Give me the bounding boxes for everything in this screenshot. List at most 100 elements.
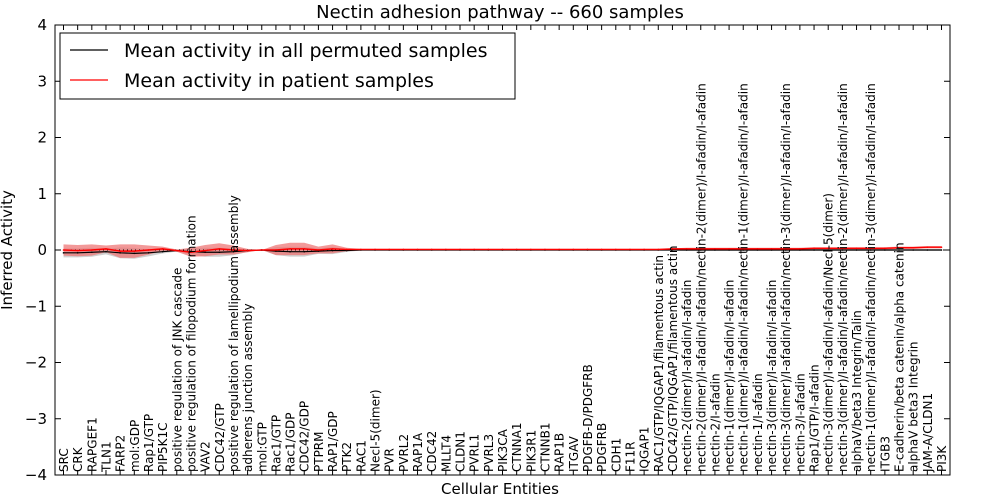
y-tick-label-0: −4 [25, 466, 47, 484]
point-permuted-45 [699, 249, 702, 251]
x-tick-label-25: RAP1A [411, 432, 425, 472]
point-permuted-4 [119, 252, 121, 254]
x-tick-label-6: Rap1/GTP [142, 414, 156, 472]
point-patient-27 [445, 248, 447, 251]
point-permuted-12 [232, 250, 235, 253]
point-permuted-56 [855, 249, 858, 251]
point-permuted-18 [317, 250, 320, 252]
point-patient-41 [643, 248, 645, 251]
x-tick-label-13: adherens junction assembly [241, 303, 255, 472]
point-patient-9 [190, 251, 192, 254]
point-patient-22 [374, 248, 376, 251]
point-patient-43 [671, 248, 674, 250]
x-tick-label-58: ITGB3 [878, 436, 892, 472]
point-patient-4 [119, 250, 121, 252]
x-tick-label-20: PTK2 [340, 442, 354, 472]
point-patient-40 [629, 248, 631, 251]
x-tick-label-5: mol:GDP [128, 420, 142, 472]
point-patient-6 [147, 249, 150, 251]
x-axis-title: Cellular Entities [441, 480, 559, 498]
x-tick-label-7: PIP5K1C [156, 422, 170, 472]
point-permuted-11 [218, 251, 221, 254]
y-tick-label-2: −2 [25, 354, 47, 372]
x-tick-label-9: positive regulation of filopodium format… [184, 215, 198, 472]
x-tick-label-8: positive regulation of JNK cascade [170, 268, 184, 472]
point-patient-46 [714, 248, 716, 250]
x-tick-label-40: F11R [623, 441, 637, 472]
x-tick-label-16: Rac1/GDP [284, 413, 298, 472]
point-patient-49 [756, 248, 759, 250]
point-patient-51 [784, 248, 787, 250]
point-patient-36 [572, 248, 575, 251]
point-patient-24 [402, 248, 405, 251]
point-patient-34 [544, 248, 546, 251]
point-permuted-44 [685, 249, 688, 251]
point-patient-7 [161, 248, 164, 250]
x-tick-label-19: RAP1/GDP [326, 411, 340, 472]
point-patient-0 [62, 249, 65, 251]
x-tick-label-62: PI3K [935, 445, 949, 472]
point-permuted-50 [770, 249, 773, 251]
point-patient-60 [912, 246, 914, 249]
x-tick-label-49: nectin-1/I-afadin [751, 373, 765, 472]
x-tick-label-33: PIK3R1 [524, 430, 538, 472]
y-tick-label-5: 1 [37, 185, 47, 203]
y-tick-label-3: −1 [25, 297, 47, 315]
point-permuted-5 [133, 252, 136, 255]
point-permuted-60 [912, 249, 914, 251]
x-tick-label-53: Rap1/GTP/I-afadin [808, 364, 822, 472]
x-tick-label-10: VAV2 [199, 441, 213, 472]
y-tick-label-1: −3 [25, 410, 47, 428]
x-tick-label-51: nectin-3(dimer)/I-afadin/I-afadin/nectin… [779, 83, 793, 472]
point-permuted-3 [105, 250, 107, 253]
x-tick-label-54: nectin-3(dimer)/I-afadin/I-afadin/Necl-5… [822, 193, 836, 472]
point-permuted-61 [926, 249, 929, 251]
point-patient-54 [827, 247, 830, 250]
x-tick-label-55: nectin-3(dimer)/I-afadin/I-afadin/nectin… [836, 83, 850, 472]
point-patient-28 [459, 248, 461, 251]
patient-range-band [63, 242, 942, 258]
point-patient-15 [275, 249, 277, 251]
x-tick-label-38: PDGFRB [595, 423, 609, 472]
point-patient-35 [558, 248, 560, 251]
point-patient-45 [699, 248, 702, 250]
point-permuted-62 [940, 249, 943, 251]
point-permuted-47 [728, 249, 730, 251]
y-tick-label-7: 3 [37, 72, 47, 90]
point-patient-18 [317, 249, 320, 251]
point-patient-14 [260, 249, 263, 251]
point-patient-59 [898, 246, 900, 249]
x-tick-label-56: alphaV/beta3 Integrin/Talin [850, 310, 864, 472]
x-tick-label-22: Necl-5(dimer) [369, 389, 383, 472]
point-permuted-16 [289, 250, 291, 253]
x-tick-label-46: nectin-2/I-afadin [708, 373, 722, 472]
y-tick-label-8: 4 [37, 16, 47, 34]
x-tick-label-15: Rac1/GTP [269, 415, 283, 472]
x-tick-label-35: RAP1B [553, 433, 567, 472]
x-tick-label-43: CDC42/GTP/IQGAP1/filamentous actin [666, 246, 680, 472]
legend-permuted-label: Mean activity in all permuted samples [124, 40, 487, 62]
x-tick-label-42: RAC1/GTP/IQGAP1/filamentous actin [652, 255, 666, 472]
point-patient-53 [813, 247, 815, 250]
point-patient-38 [600, 248, 603, 251]
x-tick-label-29: PVRL1 [468, 434, 482, 472]
x-tick-label-32: CTNNA1 [510, 422, 524, 472]
point-patient-57 [869, 247, 872, 250]
y-tick-label-6: 2 [37, 129, 47, 147]
point-permuted-6 [147, 252, 150, 254]
point-patient-23 [388, 248, 391, 251]
point-permuted-1 [76, 252, 79, 254]
legend: Mean activity in all permuted samples Me… [59, 32, 516, 100]
x-tick-label-12: positive regulation of lamellipodium ass… [227, 195, 241, 472]
point-permuted-20 [345, 249, 348, 252]
point-permuted-51 [784, 249, 787, 251]
point-patient-44 [685, 248, 688, 250]
point-permuted-54 [827, 249, 830, 251]
point-patient-32 [515, 248, 518, 251]
x-tick-label-4: FARP2 [114, 435, 128, 472]
point-patient-12 [232, 249, 235, 251]
x-tick-label-36: ITGAV [567, 435, 581, 472]
x-tick-label-26: CDC42 [425, 431, 439, 472]
x-tick-label-37: PDGFB-D/PDGFRB [581, 364, 595, 472]
